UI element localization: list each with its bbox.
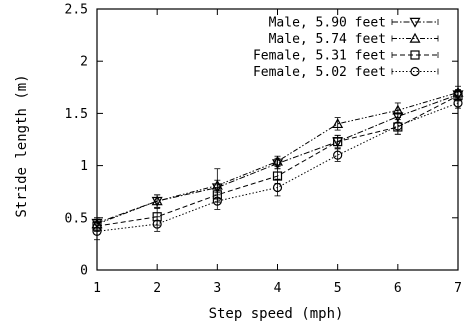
data-point	[152, 219, 162, 229]
legend-marker	[409, 17, 421, 28]
x-axis-title: Step speed (mph)	[209, 306, 344, 322]
x-tick-label: 4	[274, 281, 282, 296]
data-point	[332, 118, 344, 129]
legend-item: Female, 5.02 feet	[253, 65, 439, 80]
y-tick-label: 2.5	[65, 3, 88, 18]
data-point	[212, 196, 222, 206]
data-point	[92, 226, 102, 236]
y-tick-label: 2	[80, 55, 88, 70]
x-tick-label: 2	[153, 281, 161, 296]
series-layer	[91, 85, 464, 241]
y-tick-label: 1.5	[65, 107, 88, 122]
y-tick-label: 0	[80, 264, 88, 279]
legend-item: Female, 5.31 feet	[253, 49, 439, 64]
x-tick-label: 1	[93, 281, 101, 296]
data-point	[272, 182, 283, 193]
data-point	[333, 150, 343, 160]
data-point	[392, 104, 404, 115]
y-tick-label: 1	[80, 159, 88, 174]
legend-label: Female, 5.02 feet	[253, 65, 386, 80]
legend-item: Male, 5.74 feet	[269, 32, 439, 47]
legend-label: Male, 5.90 feet	[269, 16, 386, 31]
legend-item: Male, 5.90 feet	[269, 16, 439, 31]
axis-ticks: 1 2 3 4 5 6 7 0 0.5 1 1.5 2 2.5	[65, 3, 462, 297]
legend-marker	[409, 32, 421, 43]
series-2	[91, 85, 464, 231]
x-tick-label: 5	[334, 281, 342, 296]
data-point	[151, 195, 163, 206]
legend-label: Female, 5.31 feet	[253, 49, 386, 64]
data-point	[333, 136, 343, 147]
x-tick-label: 3	[213, 281, 221, 296]
data-point	[271, 155, 284, 166]
data-point	[393, 121, 403, 131]
y-tick-label: 0.5	[65, 211, 88, 226]
legend-marker	[410, 50, 420, 60]
y-axis-title: Stride length (m)	[14, 74, 30, 217]
series-4	[92, 97, 463, 241]
legend-label: Male, 5.74 feet	[269, 32, 386, 47]
x-tick-label: 6	[394, 281, 402, 296]
data-point	[453, 98, 463, 108]
x-tick-label: 7	[454, 281, 462, 296]
legend-marker	[410, 66, 420, 77]
